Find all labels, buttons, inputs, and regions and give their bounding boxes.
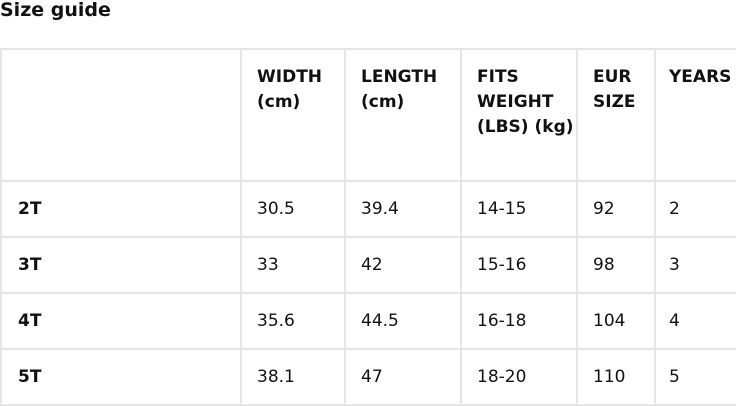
header-years: YEARS <box>654 48 736 182</box>
cell-size: 5T <box>0 348 242 406</box>
table-row: 5T 38.1 47 18-20 110 5 <box>0 348 736 406</box>
cell-length: 47 <box>344 348 462 406</box>
cell-years: 3 <box>654 236 736 294</box>
cell-years: 2 <box>654 180 736 238</box>
cell-size: 4T <box>0 292 242 350</box>
header-fits-weight: FITS WEIGHT (LBS) (kg) <box>460 48 578 182</box>
cell-eur-size: 104 <box>576 292 656 350</box>
cell-size: 3T <box>0 236 242 294</box>
cell-fits-weight: 15-16 <box>460 236 578 294</box>
cell-length: 44.5 <box>344 292 462 350</box>
cell-fits-weight: 14-15 <box>460 180 578 238</box>
header-size <box>0 48 242 182</box>
table-row: 3T 33 42 15-16 98 3 <box>0 236 736 294</box>
cell-width: 35.6 <box>240 292 346 350</box>
cell-width: 38.1 <box>240 348 346 406</box>
cell-eur-size: 98 <box>576 236 656 294</box>
header-length: LENGTH (cm) <box>344 48 462 182</box>
cell-width: 30.5 <box>240 180 346 238</box>
size-guide-table: WIDTH (cm) LENGTH (cm) FITS WEIGHT (LBS)… <box>0 48 736 406</box>
header-width: WIDTH (cm) <box>240 48 346 182</box>
cell-eur-size: 92 <box>576 180 656 238</box>
table-header-row: WIDTH (cm) LENGTH (cm) FITS WEIGHT (LBS)… <box>0 48 736 182</box>
cell-length: 39.4 <box>344 180 462 238</box>
cell-fits-weight: 16-18 <box>460 292 578 350</box>
page-title: Size guide <box>0 0 111 21</box>
table-row: 4T 35.6 44.5 16-18 104 4 <box>0 292 736 350</box>
cell-width: 33 <box>240 236 346 294</box>
header-eur-size: EUR SIZE <box>576 48 656 182</box>
cell-years: 5 <box>654 348 736 406</box>
table-row: 2T 30.5 39.4 14-15 92 2 <box>0 180 736 238</box>
cell-years: 4 <box>654 292 736 350</box>
cell-eur-size: 110 <box>576 348 656 406</box>
cell-fits-weight: 18-20 <box>460 348 578 406</box>
cell-size: 2T <box>0 180 242 238</box>
cell-length: 42 <box>344 236 462 294</box>
